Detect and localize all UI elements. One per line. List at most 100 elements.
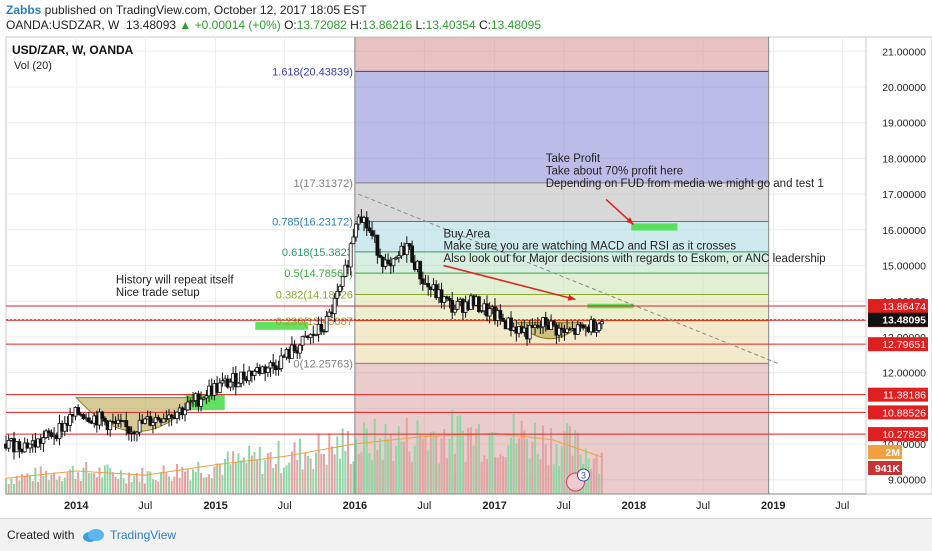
price-tick-label: 18.00000 xyxy=(882,153,926,165)
volume-bar xyxy=(256,459,259,494)
volume-bar xyxy=(480,461,483,494)
candle-body xyxy=(324,316,329,332)
volume-bar xyxy=(510,437,513,494)
annotation-text: Depending on FUD from media we might go … xyxy=(546,178,824,190)
volume-bar xyxy=(598,473,601,494)
volume-bar xyxy=(208,474,211,494)
volume-bar xyxy=(39,466,42,494)
volume-bar xyxy=(282,467,285,494)
candle-body xyxy=(17,441,22,450)
volume-bar xyxy=(232,451,235,494)
volume-label-box xyxy=(868,445,902,459)
fib-fill-band xyxy=(354,294,769,321)
volume-bar xyxy=(472,445,475,494)
candle-body xyxy=(364,217,369,229)
volume-bar xyxy=(357,454,360,494)
volume-bar xyxy=(392,460,395,494)
volume-bar xyxy=(26,473,29,494)
volume-bar xyxy=(493,456,496,494)
author-link[interactable]: Zabbs xyxy=(6,3,42,17)
volume-bar xyxy=(90,473,93,494)
volume-bar xyxy=(87,473,90,494)
volume-bar xyxy=(373,418,376,494)
volume-bar xyxy=(93,473,96,494)
candle-body xyxy=(559,327,564,331)
candle-body xyxy=(335,290,340,299)
volume-bar xyxy=(181,466,184,494)
volume-bar xyxy=(363,422,366,494)
volume-bar xyxy=(384,424,387,494)
volume-bar xyxy=(216,463,219,494)
candle-body xyxy=(319,324,324,332)
candle-body xyxy=(391,258,396,267)
candle-body xyxy=(41,437,46,444)
volume-bar xyxy=(21,474,24,494)
candle-body xyxy=(418,260,423,280)
price-chart[interactable]: 1.618(20.43839) 1(17.31372) 0.785(16.23172… xyxy=(0,34,932,518)
volume-bar xyxy=(477,423,480,494)
time-tick-label: Jul xyxy=(696,500,710,512)
volume-bar xyxy=(560,446,563,494)
fib-fill-band xyxy=(354,251,769,274)
volume-bar xyxy=(192,469,195,494)
volume-bar xyxy=(69,469,72,494)
price-label-text: 11.38186 xyxy=(883,390,926,402)
volume-bar xyxy=(376,449,379,494)
candle-body xyxy=(68,414,73,426)
volume-bar xyxy=(240,460,243,494)
candle-body xyxy=(407,243,412,247)
time-tick-label: 2018 xyxy=(622,500,646,512)
price-label-box xyxy=(868,337,928,352)
candle-body xyxy=(290,344,294,359)
volume-bar xyxy=(245,462,248,494)
candle-body xyxy=(148,416,153,426)
close-value: 13.48095 xyxy=(490,18,542,32)
volume-bar xyxy=(322,454,325,494)
candle-body xyxy=(76,407,81,415)
volume-bar xyxy=(504,456,507,494)
volume-bar xyxy=(205,477,208,494)
volume-bar xyxy=(568,426,571,494)
arrow-head xyxy=(625,217,634,225)
volume-bar xyxy=(173,476,176,494)
time-tick-label: Jul xyxy=(417,500,431,512)
annotation-text: Take Profit xyxy=(546,153,601,165)
volume-bar xyxy=(285,465,288,494)
volume-bar xyxy=(77,472,80,494)
volume-bar xyxy=(269,452,272,494)
volume-bar xyxy=(95,477,98,494)
volume-bar xyxy=(210,478,213,494)
candle-body xyxy=(143,418,147,424)
volume-bar xyxy=(440,438,443,494)
volume-bar xyxy=(338,458,341,494)
legend-volume: Vol (20) xyxy=(14,60,52,72)
tradingview-link[interactable]: TradingView xyxy=(110,528,177,542)
volume-bar xyxy=(234,462,237,494)
symbol-label: OANDA:USDZAR, W xyxy=(6,18,120,32)
volume-bar xyxy=(258,446,261,494)
candle-body xyxy=(183,409,187,416)
volume-bar xyxy=(130,481,133,494)
volume-bar xyxy=(109,468,112,494)
volume-bar xyxy=(178,477,181,494)
volume-bar xyxy=(101,477,104,494)
candle-body xyxy=(28,443,32,449)
fib-level-label: 0.618(15.3823 xyxy=(282,247,353,259)
volume-bar xyxy=(274,463,277,494)
volume-bar xyxy=(448,439,451,494)
volume-bar xyxy=(213,466,216,494)
volume-bar xyxy=(483,455,486,494)
volume-bar xyxy=(159,472,162,494)
annotation-text: Buy Area xyxy=(443,229,490,241)
volume-bar xyxy=(419,434,422,494)
candle-body xyxy=(156,417,161,420)
candle-body xyxy=(426,282,431,288)
volume-bar xyxy=(550,427,553,494)
volume-bar xyxy=(592,458,595,494)
high-label: H: xyxy=(350,18,363,32)
volume-bar xyxy=(162,465,165,494)
candle-body xyxy=(410,245,415,263)
volume-bar xyxy=(333,454,336,494)
candle-body xyxy=(386,259,390,264)
volume-bar xyxy=(200,472,203,494)
